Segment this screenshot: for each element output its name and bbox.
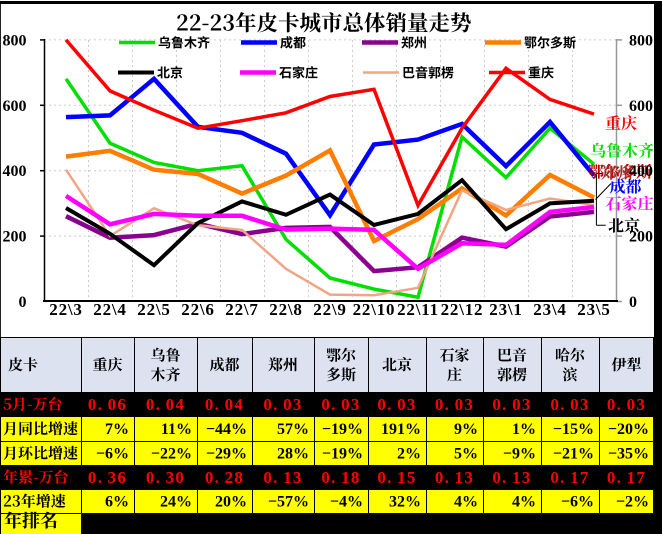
svg-text:22\4: 22\4 bbox=[93, 300, 126, 319]
svg-text:400: 400 bbox=[629, 163, 653, 180]
svg-text:32%: 32% bbox=[389, 493, 421, 510]
svg-text:0. 06: 0. 06 bbox=[88, 395, 127, 414]
svg-text:22\10: 22\10 bbox=[353, 300, 396, 319]
svg-text:4%: 4% bbox=[454, 493, 478, 510]
svg-text:800: 800 bbox=[3, 32, 27, 49]
svg-text:6%: 6% bbox=[105, 493, 129, 510]
svg-text:24%: 24% bbox=[160, 493, 192, 510]
svg-text:600: 600 bbox=[3, 98, 27, 115]
svg-text:0. 28: 0. 28 bbox=[205, 468, 244, 487]
svg-text:0. 36: 0. 36 bbox=[88, 468, 127, 487]
svg-text:23\4: 23\4 bbox=[533, 300, 566, 319]
svg-text:0. 30: 0. 30 bbox=[146, 468, 185, 487]
svg-text:−20%: −20% bbox=[608, 421, 649, 438]
svg-text:−35%: −35% bbox=[608, 445, 649, 462]
svg-text:600: 600 bbox=[629, 98, 653, 115]
svg-text:−4%: −4% bbox=[330, 493, 363, 510]
svg-text:0. 17: 0. 17 bbox=[550, 468, 589, 487]
svg-text:0. 03: 0. 03 bbox=[607, 395, 646, 414]
svg-text:0: 0 bbox=[19, 294, 27, 311]
svg-text:−15%: −15% bbox=[553, 421, 594, 438]
svg-text:0. 13: 0. 13 bbox=[263, 468, 302, 487]
svg-text:22\9: 22\9 bbox=[313, 300, 346, 319]
svg-text:0. 04: 0. 04 bbox=[205, 395, 244, 414]
svg-text:0. 03: 0. 03 bbox=[321, 395, 360, 414]
svg-text:191%: 191% bbox=[381, 421, 421, 438]
svg-text:0: 0 bbox=[629, 294, 637, 311]
svg-text:0. 03: 0. 03 bbox=[550, 395, 589, 414]
svg-text:−57%: −57% bbox=[268, 493, 309, 510]
svg-text:200: 200 bbox=[629, 229, 653, 246]
svg-text:−29%: −29% bbox=[206, 445, 247, 462]
svg-text:7%: 7% bbox=[105, 421, 129, 438]
svg-text:23\5: 23\5 bbox=[577, 300, 610, 319]
svg-text:20%: 20% bbox=[215, 493, 247, 510]
svg-text:22\3: 22\3 bbox=[49, 300, 82, 319]
svg-text:22\12: 22\12 bbox=[441, 300, 484, 319]
svg-text:0. 18: 0. 18 bbox=[321, 468, 360, 487]
svg-text:−21%: −21% bbox=[553, 445, 594, 462]
svg-text:23\1: 23\1 bbox=[489, 300, 522, 319]
svg-text:9%: 9% bbox=[454, 421, 478, 438]
svg-text:0. 13: 0. 13 bbox=[435, 468, 474, 487]
svg-text:0. 03: 0. 03 bbox=[435, 395, 474, 414]
svg-text:−9%: −9% bbox=[503, 445, 536, 462]
svg-text:22\8: 22\8 bbox=[269, 300, 302, 319]
svg-text:0. 03: 0. 03 bbox=[492, 395, 531, 414]
svg-text:2%: 2% bbox=[397, 445, 421, 462]
svg-text:22\6: 22\6 bbox=[181, 300, 214, 319]
svg-text:22\11: 22\11 bbox=[397, 300, 439, 319]
svg-text:200: 200 bbox=[3, 229, 27, 246]
svg-text:4%: 4% bbox=[512, 493, 536, 510]
svg-text:0. 17: 0. 17 bbox=[607, 468, 646, 487]
svg-text:0. 04: 0. 04 bbox=[146, 395, 185, 414]
svg-text:800: 800 bbox=[629, 32, 653, 49]
svg-text:0. 03: 0. 03 bbox=[263, 395, 302, 414]
svg-text:22\7: 22\7 bbox=[225, 300, 258, 319]
svg-text:0. 13: 0. 13 bbox=[492, 468, 531, 487]
svg-text:−6%: −6% bbox=[96, 445, 129, 462]
svg-text:400: 400 bbox=[3, 163, 27, 180]
svg-text:5%: 5% bbox=[454, 445, 478, 462]
svg-text:−22%: −22% bbox=[151, 445, 192, 462]
svg-text:22\5: 22\5 bbox=[137, 300, 170, 319]
svg-text:0. 03: 0. 03 bbox=[377, 395, 416, 414]
svg-text:−19%: −19% bbox=[322, 421, 363, 438]
svg-text:−6%: −6% bbox=[561, 493, 594, 510]
svg-text:57%: 57% bbox=[277, 421, 309, 438]
svg-text:11%: 11% bbox=[161, 421, 192, 438]
svg-text:−44%: −44% bbox=[206, 421, 247, 438]
svg-text:1%: 1% bbox=[512, 421, 536, 438]
svg-text:28%: 28% bbox=[277, 445, 309, 462]
svg-text:−2%: −2% bbox=[616, 493, 649, 510]
svg-text:0. 15: 0. 15 bbox=[377, 468, 416, 487]
svg-text:−19%: −19% bbox=[322, 445, 363, 462]
